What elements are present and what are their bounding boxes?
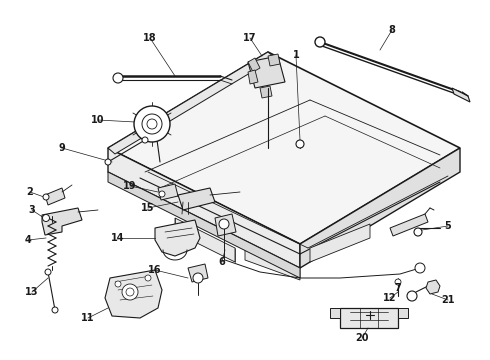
Text: 13: 13 bbox=[25, 287, 39, 297]
Circle shape bbox=[315, 37, 325, 47]
Circle shape bbox=[193, 273, 203, 283]
Polygon shape bbox=[188, 264, 208, 282]
Circle shape bbox=[296, 140, 304, 148]
Polygon shape bbox=[268, 54, 280, 66]
Polygon shape bbox=[245, 248, 300, 280]
Text: 16: 16 bbox=[148, 265, 162, 275]
Circle shape bbox=[115, 281, 121, 287]
Polygon shape bbox=[340, 308, 398, 328]
Text: 5: 5 bbox=[444, 221, 451, 231]
Polygon shape bbox=[248, 70, 258, 84]
Polygon shape bbox=[108, 52, 275, 154]
Circle shape bbox=[122, 284, 138, 300]
Circle shape bbox=[142, 114, 162, 134]
Polygon shape bbox=[452, 88, 470, 102]
Circle shape bbox=[43, 194, 49, 200]
Polygon shape bbox=[155, 220, 200, 256]
Circle shape bbox=[126, 288, 134, 296]
Text: 6: 6 bbox=[219, 257, 225, 267]
Circle shape bbox=[219, 219, 229, 229]
Polygon shape bbox=[310, 224, 370, 262]
Circle shape bbox=[414, 228, 422, 236]
Polygon shape bbox=[426, 280, 440, 294]
Text: 8: 8 bbox=[389, 25, 395, 35]
Text: 7: 7 bbox=[394, 283, 401, 293]
Polygon shape bbox=[108, 148, 300, 268]
Text: 15: 15 bbox=[141, 203, 155, 213]
Circle shape bbox=[407, 291, 417, 301]
Polygon shape bbox=[175, 218, 235, 262]
Text: 20: 20 bbox=[355, 333, 369, 343]
Polygon shape bbox=[330, 308, 340, 318]
Text: 21: 21 bbox=[441, 295, 455, 305]
Text: 2: 2 bbox=[26, 187, 33, 197]
Circle shape bbox=[395, 279, 401, 285]
Text: 18: 18 bbox=[143, 33, 157, 43]
Polygon shape bbox=[300, 148, 460, 268]
Polygon shape bbox=[108, 52, 460, 244]
Text: 4: 4 bbox=[24, 235, 31, 245]
Polygon shape bbox=[108, 172, 300, 278]
Text: 10: 10 bbox=[91, 115, 105, 125]
Circle shape bbox=[415, 263, 425, 273]
Text: 1: 1 bbox=[293, 50, 299, 60]
Polygon shape bbox=[105, 270, 162, 318]
Text: 17: 17 bbox=[243, 33, 257, 43]
Polygon shape bbox=[42, 208, 82, 235]
Text: 3: 3 bbox=[28, 205, 35, 215]
Text: 19: 19 bbox=[123, 181, 137, 191]
Polygon shape bbox=[45, 188, 65, 205]
Circle shape bbox=[105, 159, 111, 165]
Circle shape bbox=[43, 215, 49, 221]
Circle shape bbox=[134, 106, 170, 142]
Circle shape bbox=[142, 137, 148, 143]
Polygon shape bbox=[248, 56, 285, 88]
Text: 11: 11 bbox=[81, 313, 95, 323]
Circle shape bbox=[145, 275, 151, 281]
Circle shape bbox=[159, 191, 165, 197]
Circle shape bbox=[147, 119, 157, 129]
Text: 14: 14 bbox=[111, 233, 125, 243]
Polygon shape bbox=[260, 86, 272, 98]
Polygon shape bbox=[390, 214, 428, 236]
Polygon shape bbox=[158, 184, 178, 200]
Polygon shape bbox=[178, 188, 215, 210]
Polygon shape bbox=[398, 308, 408, 318]
Circle shape bbox=[113, 73, 123, 83]
Text: 12: 12 bbox=[383, 293, 397, 303]
Circle shape bbox=[52, 307, 58, 313]
Polygon shape bbox=[248, 58, 260, 72]
Polygon shape bbox=[215, 214, 236, 236]
Circle shape bbox=[45, 269, 51, 275]
Text: 9: 9 bbox=[59, 143, 65, 153]
